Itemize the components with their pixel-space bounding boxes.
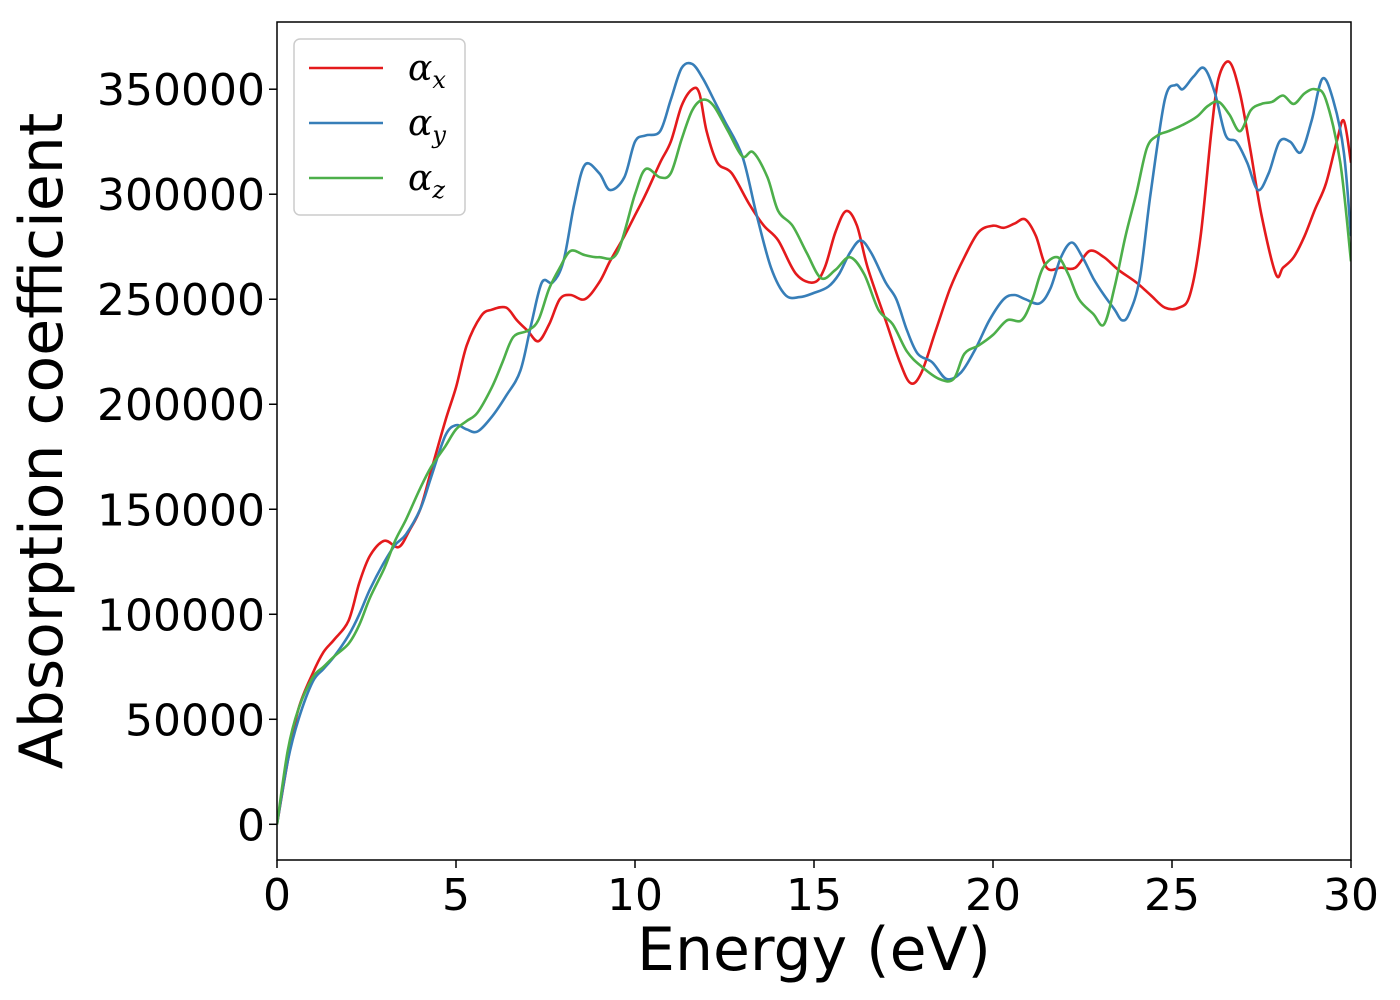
y-tick-label: 150000	[97, 485, 265, 536]
series-line-z	[277, 87, 1351, 825]
x-tick-label: 15	[786, 870, 842, 921]
y-tick-label: 50000	[125, 695, 265, 746]
y-tick-label: 100000	[97, 590, 265, 641]
y-axis-ticks: 0 50000 100000 150000 200000 250000 300000 3500…	[97, 65, 277, 851]
x-axis-title: Energy (eV)	[637, 915, 991, 985]
x-tick-label: 30	[1323, 870, 1379, 921]
y-tick-label: 300000	[97, 170, 265, 221]
y-axis-title: Absorption coefficient	[7, 113, 77, 770]
series-line-x	[277, 60, 1351, 825]
x-tick-label: 10	[607, 870, 663, 921]
x-tick-label: 5	[442, 870, 470, 921]
series-lines	[277, 60, 1351, 825]
legend-label-x: αx	[408, 48, 446, 94]
x-tick-label: 20	[965, 870, 1021, 921]
legend: αx αy αz	[293, 38, 466, 216]
legend-label-y: αy	[408, 103, 446, 149]
x-tick-label: 25	[1144, 870, 1200, 921]
x-tick-label: 0	[263, 870, 291, 921]
y-tick-label: 250000	[97, 275, 265, 326]
legend-box	[293, 38, 466, 216]
y-tick-label: 200000	[97, 380, 265, 431]
x-axis-ticks: 0 5 10 15 20 25 30	[263, 860, 1379, 921]
legend-label-z: αz	[408, 158, 445, 204]
y-tick-label: 0	[237, 800, 265, 851]
y-tick-label: 350000	[97, 65, 265, 116]
